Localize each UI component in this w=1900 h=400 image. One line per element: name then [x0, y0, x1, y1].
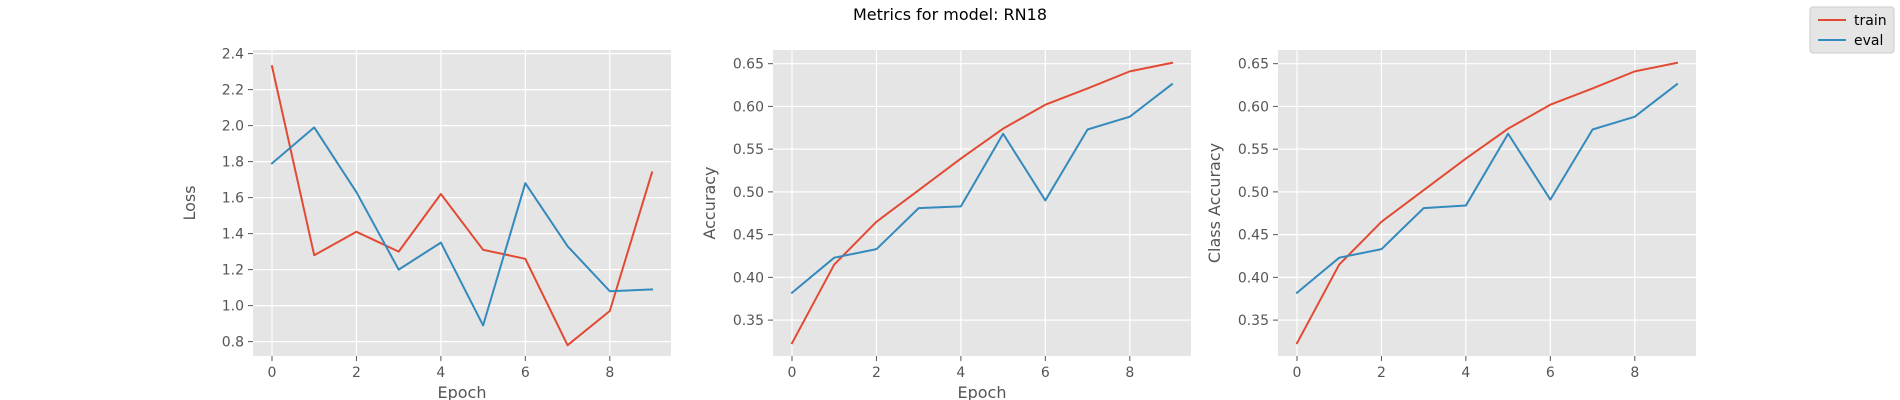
y-tick-label: 0.40 [733, 270, 764, 286]
y-tick-label: 0.40 [1238, 270, 1269, 286]
x-tick-label: 4 [1461, 365, 1470, 381]
x-tick-label: 2 [872, 365, 881, 381]
legend-label-eval: eval [1854, 33, 1883, 49]
y-tick-label: 0.55 [1238, 142, 1269, 158]
legend-box [1809, 6, 1895, 54]
y-tick-label: 0.45 [1238, 228, 1269, 244]
y-tick-label: 2.2 [222, 83, 244, 99]
y-tick-label: 0.35 [1238, 313, 1269, 329]
y-tick-label: 2.4 [222, 47, 244, 63]
x-tick-label: 0 [1293, 365, 1302, 381]
x-axis-label: Epoch [958, 383, 1007, 400]
y-tick-label: 0.60 [1238, 99, 1269, 115]
x-tick-label: 2 [352, 365, 361, 381]
x-tick-label: 8 [1125, 365, 1134, 381]
plot-area [773, 50, 1191, 356]
y-tick-label: 0.65 [733, 57, 764, 73]
chart-3: 0 2 4 6 8 0.35 0.40 0.45 0.50 0.55 0.60 0.65 Class A… [1205, 50, 1696, 381]
figure-title: Metrics for model: RN18 [853, 5, 1047, 24]
x-tick-label: 6 [1041, 365, 1050, 381]
y-tick-label: 1.8 [222, 155, 244, 171]
x-tick-label: 4 [956, 365, 965, 381]
y-tick-label: 0.35 [733, 313, 764, 329]
y-tick-label: 0.65 [1238, 57, 1269, 73]
series-line-train [790, 61, 1174, 345]
series-line-eval [1295, 82, 1679, 295]
charts-group: 0 2 4 6 8 0.8 1.0 1.2 1.4 1.6 1.8 2.0 2.2 2.4 Epoch Los… [180, 47, 1696, 400]
legend: train eval [1809, 6, 1895, 54]
x-tick-label: 0 [788, 365, 797, 381]
series-line-train [1295, 61, 1679, 345]
y-tick-label: 1.0 [222, 299, 244, 315]
y-tick-label: 2.0 [222, 119, 244, 135]
y-tick-label: 0.50 [733, 185, 764, 201]
y-axis-label: Accuracy [700, 166, 719, 239]
x-tick-label: 6 [1546, 365, 1555, 381]
x-tick-label: 2 [1377, 365, 1386, 381]
chart-2: 0 2 4 6 8 0.35 0.40 0.45 0.50 0.55 0.60 0.65 Epoch Ac… [700, 50, 1191, 400]
chart-1: 0 2 4 6 8 0.8 1.0 1.2 1.4 1.6 1.8 2.0 2.2 2.4 Epoch Los… [180, 47, 671, 400]
x-tick-label: 0 [268, 365, 277, 381]
y-tick-label: 0.55 [733, 142, 764, 158]
series-line-eval [270, 126, 654, 327]
y-tick-label: 1.6 [222, 191, 244, 207]
series-line-eval [790, 82, 1174, 295]
x-tick-label: 6 [521, 365, 530, 381]
y-tick-label: 1.2 [222, 263, 244, 279]
x-tick-label: 4 [436, 365, 445, 381]
y-tick-label: 0.50 [1238, 185, 1269, 201]
y-tick-label: 0.45 [733, 228, 764, 244]
plot-area [1278, 50, 1696, 356]
x-tick-label: 8 [1630, 365, 1639, 381]
legend-label-train: train [1854, 13, 1887, 29]
x-axis-label: Epoch [438, 383, 487, 400]
plot-area [253, 50, 671, 356]
y-tick-label: 0.8 [222, 335, 244, 351]
y-tick-label: 1.4 [222, 227, 244, 243]
x-tick-label: 8 [605, 365, 614, 381]
y-tick-label: 0.60 [733, 99, 764, 115]
y-axis-label: Loss [180, 185, 199, 220]
series-line-train [270, 65, 654, 347]
y-axis-label: Class Accuracy [1205, 143, 1224, 263]
